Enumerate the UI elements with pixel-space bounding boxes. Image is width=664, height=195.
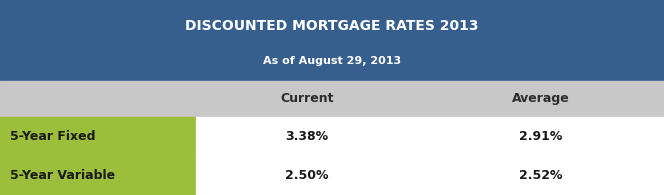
Text: 2.52%: 2.52% (519, 169, 563, 182)
Bar (196, 117, 418, 156)
Text: DISCOUNTED MORTGAGE RATES 2013: DISCOUNTED MORTGAGE RATES 2013 (185, 19, 479, 33)
Text: As of August 29, 2013: As of August 29, 2013 (263, 56, 401, 66)
Bar (0, 156, 196, 195)
Bar (196, 156, 418, 195)
Bar (0, 81, 664, 117)
Text: 5-Year Fixed: 5-Year Fixed (10, 130, 96, 143)
Text: 2.91%: 2.91% (519, 130, 563, 143)
Text: Current: Current (280, 92, 334, 105)
Text: Average: Average (513, 92, 570, 105)
Bar (418, 117, 664, 156)
Bar (0, 117, 196, 156)
Text: 3.38%: 3.38% (286, 130, 329, 143)
Bar (418, 156, 664, 195)
Text: 2.50%: 2.50% (286, 169, 329, 182)
Bar (0, 0, 664, 81)
Text: 5-Year Variable: 5-Year Variable (10, 169, 115, 182)
